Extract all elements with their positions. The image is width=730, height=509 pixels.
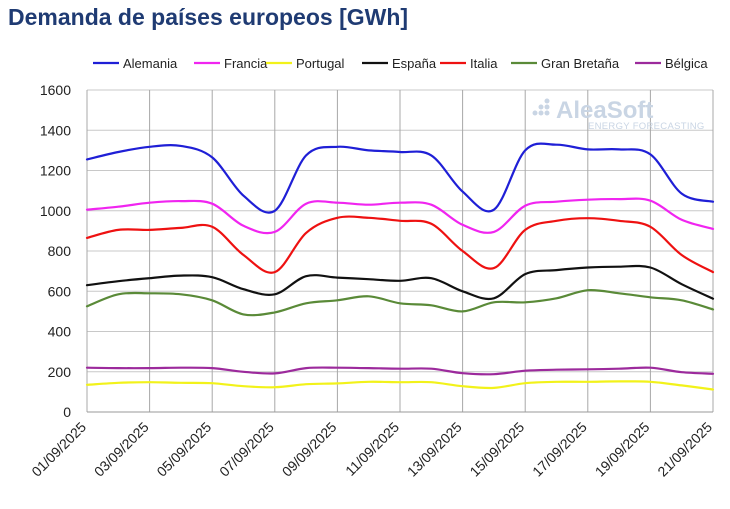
y-tick-label: 1600 xyxy=(40,82,71,98)
series-line-espana xyxy=(85,264,715,301)
x-tick-label: 03/09/2025 xyxy=(91,419,152,480)
legend-label-belgica: Bélgica xyxy=(665,56,708,71)
chart-title: Demanda de países europeos [GWh] xyxy=(8,4,409,30)
x-tick-label: 17/09/2025 xyxy=(529,419,590,480)
y-tick-label: 600 xyxy=(48,283,72,299)
y-tick-label: 200 xyxy=(48,364,72,380)
legend: Alemania Francia Portugal España Italia Gran … xyxy=(93,56,708,71)
legend-label-francia: Francia xyxy=(224,56,268,71)
series-line-gran-bretana xyxy=(85,288,715,317)
watermark-brand: AleaSoft xyxy=(556,97,653,124)
y-tick-label: 400 xyxy=(48,324,72,340)
series-line-francia xyxy=(85,197,715,235)
legend-label-portugal: Portugal xyxy=(296,56,345,71)
series-line-alemania xyxy=(85,142,715,214)
y-tick-label: 0 xyxy=(63,404,71,420)
y-tick-label: 1200 xyxy=(40,163,71,179)
x-tick-label: 05/09/2025 xyxy=(153,419,214,480)
x-tick-label: 01/09/2025 xyxy=(28,419,89,480)
aleasoft-dots-icon xyxy=(532,98,550,116)
legend-label-espana: España xyxy=(392,56,437,71)
watermark-logo: AleaSoft ENERGY FORECASTING xyxy=(532,97,705,132)
x-tick-label: 19/09/2025 xyxy=(592,419,653,480)
y-tick-label: 1000 xyxy=(40,203,71,219)
x-tick-label: 09/09/2025 xyxy=(279,419,340,480)
series-line-belgica xyxy=(85,366,715,376)
x-tick-label: 07/09/2025 xyxy=(216,419,277,480)
series-line-portugal xyxy=(85,380,715,391)
legend-label-italia: Italia xyxy=(470,56,498,71)
x-tick-label: 15/09/2025 xyxy=(466,419,527,480)
x-tick-label: 21/09/2025 xyxy=(654,419,715,480)
series xyxy=(85,142,715,391)
grid xyxy=(86,89,714,413)
x-tick-label: 13/09/2025 xyxy=(404,419,465,480)
legend-label-alemania: Alemania xyxy=(123,56,178,71)
y-tick-label: 800 xyxy=(48,243,72,259)
x-tick-label: 11/09/2025 xyxy=(342,419,402,479)
legend-label-gran-bretana: Gran Bretaña xyxy=(541,56,620,71)
watermark-tagline: ENERGY FORECASTING xyxy=(588,121,705,132)
y-tick-label: 1400 xyxy=(40,122,71,138)
series-line-italia xyxy=(85,215,715,274)
